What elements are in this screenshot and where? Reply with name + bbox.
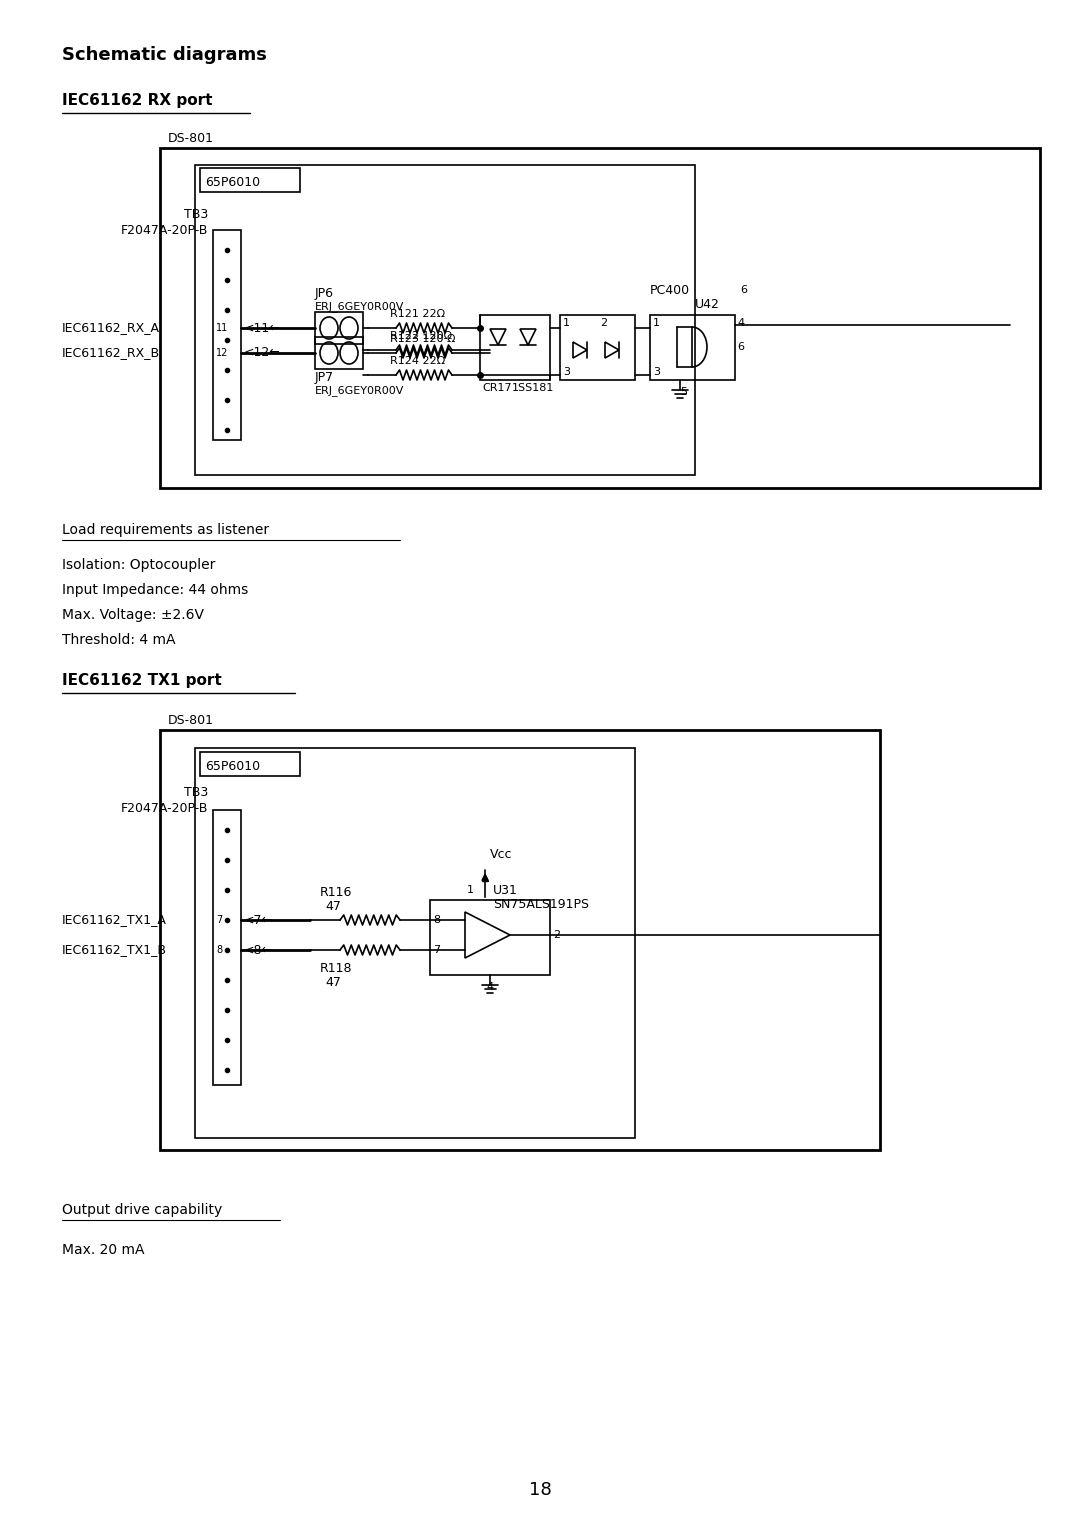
Bar (200, 752, 300, 776)
Bar (160, 730, 880, 1151)
Bar (315, 312, 363, 344)
Text: IEC61162_RX_A: IEC61162_RX_A (62, 321, 160, 335)
Text: 1SS181: 1SS181 (512, 384, 554, 393)
Text: 4: 4 (486, 983, 494, 992)
Text: IEC61162_TX1_A: IEC61162_TX1_A (62, 914, 167, 926)
Text: 1: 1 (563, 318, 570, 329)
Text: DS-801: DS-801 (168, 714, 214, 726)
Text: 2: 2 (600, 318, 607, 329)
Text: 6: 6 (740, 286, 747, 295)
Bar (650, 315, 735, 380)
Text: Input Impedance: 44 ohms: Input Impedance: 44 ohms (62, 584, 248, 597)
Text: F2047A-20P-B: F2047A-20P-B (121, 802, 208, 814)
Text: R118: R118 (320, 961, 352, 975)
Bar (213, 231, 241, 440)
Text: 5: 5 (680, 387, 687, 397)
Text: <8←: <8← (244, 943, 273, 957)
Text: IEC61162 TX1 port: IEC61162 TX1 port (62, 672, 221, 688)
Text: 1: 1 (653, 318, 660, 329)
Text: <11←: <11← (244, 321, 281, 335)
Text: R123 120 Ω: R123 120 Ω (390, 335, 456, 344)
Bar (480, 315, 550, 380)
Text: 65P6010: 65P6010 (205, 176, 260, 188)
Text: 4: 4 (737, 318, 744, 329)
Text: 8: 8 (216, 944, 222, 955)
Text: 2: 2 (553, 931, 561, 940)
Bar (213, 810, 241, 1085)
Text: CR17: CR17 (482, 384, 512, 393)
Text: F2047A-20P-B: F2047A-20P-B (121, 223, 208, 237)
Text: IEC61162_RX_B: IEC61162_RX_B (62, 347, 160, 359)
Text: 3: 3 (563, 367, 570, 377)
Text: IEC61162 RX port: IEC61162 RX port (62, 93, 213, 107)
Text: 6: 6 (737, 342, 744, 351)
Text: <12←: <12← (244, 347, 281, 359)
Text: 12: 12 (216, 348, 228, 358)
Text: IEC61162_TX1_B: IEC61162_TX1_B (62, 943, 167, 957)
Bar (195, 165, 696, 475)
Text: Output drive capability: Output drive capability (62, 1203, 222, 1216)
Text: R121 22Ω: R121 22Ω (390, 309, 445, 319)
Text: U31: U31 (492, 883, 518, 897)
Bar (195, 749, 635, 1138)
Text: Isolation: Optocoupler: Isolation: Optocoupler (62, 558, 215, 571)
Text: 3: 3 (653, 367, 660, 377)
Text: U42: U42 (696, 298, 720, 312)
Text: R122 120Ω: R122 120Ω (390, 332, 453, 341)
Text: SN75ALS191PS: SN75ALS191PS (492, 898, 589, 912)
Text: <7←: <7← (244, 914, 273, 926)
Text: ERJ_6GEY0R00V: ERJ_6GEY0R00V (315, 301, 404, 312)
Text: 47: 47 (325, 900, 341, 912)
Text: Vcc: Vcc (490, 848, 513, 862)
Text: PC400: PC400 (650, 284, 690, 296)
Text: 7: 7 (433, 944, 441, 955)
Text: R116: R116 (320, 886, 352, 898)
Text: 8: 8 (433, 915, 441, 924)
Text: 18: 18 (528, 1481, 552, 1499)
Bar (315, 338, 363, 368)
Text: R124 22Ω: R124 22Ω (390, 356, 445, 367)
Text: Max. 20 mA: Max. 20 mA (62, 1242, 145, 1258)
Text: JP7: JP7 (315, 370, 334, 384)
Bar (200, 168, 300, 193)
Text: DS-801: DS-801 (168, 131, 214, 145)
Text: Load requirements as listener: Load requirements as listener (62, 523, 269, 536)
Text: 65P6010: 65P6010 (205, 759, 260, 773)
Text: 7: 7 (216, 915, 222, 924)
Text: 11: 11 (216, 322, 228, 333)
Text: 1: 1 (467, 885, 474, 895)
Text: ERJ_6GEY0R00V: ERJ_6GEY0R00V (315, 385, 404, 396)
Text: Max. Voltage: ±2.6V: Max. Voltage: ±2.6V (62, 608, 204, 622)
Text: Schematic diagrams: Schematic diagrams (62, 46, 267, 64)
Text: JP6: JP6 (315, 287, 334, 301)
Text: Threshold: 4 mA: Threshold: 4 mA (62, 633, 175, 646)
Text: 47: 47 (325, 975, 341, 989)
Bar (160, 148, 1040, 487)
Text: TB3: TB3 (184, 208, 208, 222)
Text: TB3: TB3 (184, 785, 208, 799)
Bar (430, 900, 550, 975)
Bar (561, 315, 635, 380)
